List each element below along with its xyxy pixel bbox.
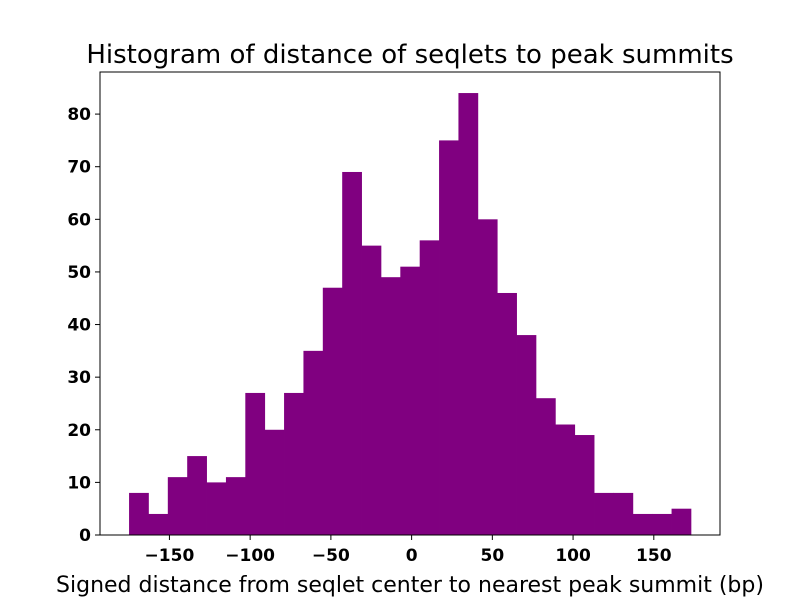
histogram-bar [245,392,266,535]
histogram-bar [419,240,440,536]
x-tick-label: 150 [636,546,672,566]
y-tick-label: 10 [67,473,91,493]
plot-frame [99,71,721,536]
histogram-bar [516,335,537,535]
x-tick-label: 100 [555,546,591,566]
histogram-bar [497,292,517,535]
x-tick-label: 0 [406,546,418,566]
histogram-bar [187,456,207,535]
y-tick-label: 0 [79,526,91,546]
histogram-bar [613,492,634,535]
histogram-bar [206,482,227,535]
x-axis-label: Signed distance from seqlet center to ne… [56,573,764,598]
histogram-bar [361,245,382,536]
histogram-bar [284,392,304,535]
histogram-bar [477,219,498,535]
histogram-bar [148,513,169,535]
histogram-bar [574,435,595,535]
y-tick-label: 30 [67,368,91,388]
y-tick-label: 50 [67,263,91,283]
histogram-bar [652,513,672,535]
histogram-bar [535,398,556,535]
x-tick-label: −50 [312,546,350,566]
histogram-bar [632,513,653,535]
histogram-bar [342,171,362,535]
histogram-bar [167,477,188,536]
histogram-bar [380,277,401,535]
y-tick-label: 60 [67,210,91,230]
histogram-bar [458,93,479,536]
y-tick-label: 20 [67,421,91,441]
y-axis-ticks: 0 10 20 30 40 50 60 70 80 [67,105,100,546]
histogram-bar [439,140,459,535]
y-tick-label: 70 [67,158,91,178]
histogram-bar [400,266,421,535]
histogram-bar [555,424,576,535]
histogram-bar [303,350,324,535]
histogram-bar [129,492,149,535]
x-tick-label: 50 [481,546,505,566]
histogram-bar [594,492,614,535]
histogram-bar [322,287,343,535]
bars-group [129,93,692,536]
x-tick-label: −150 [145,546,195,566]
histogram-bar [671,508,692,535]
x-tick-label: −100 [225,546,275,566]
y-tick-label: 80 [67,105,91,125]
x-axis-ticks: −150 −100 −50 0 50 100 150 [145,535,672,566]
histogram-bar [225,477,246,536]
chart-title: Histogram of distance of seqlets to peak… [86,40,733,70]
y-tick-label: 40 [67,316,91,336]
histogram-bar [264,429,285,535]
